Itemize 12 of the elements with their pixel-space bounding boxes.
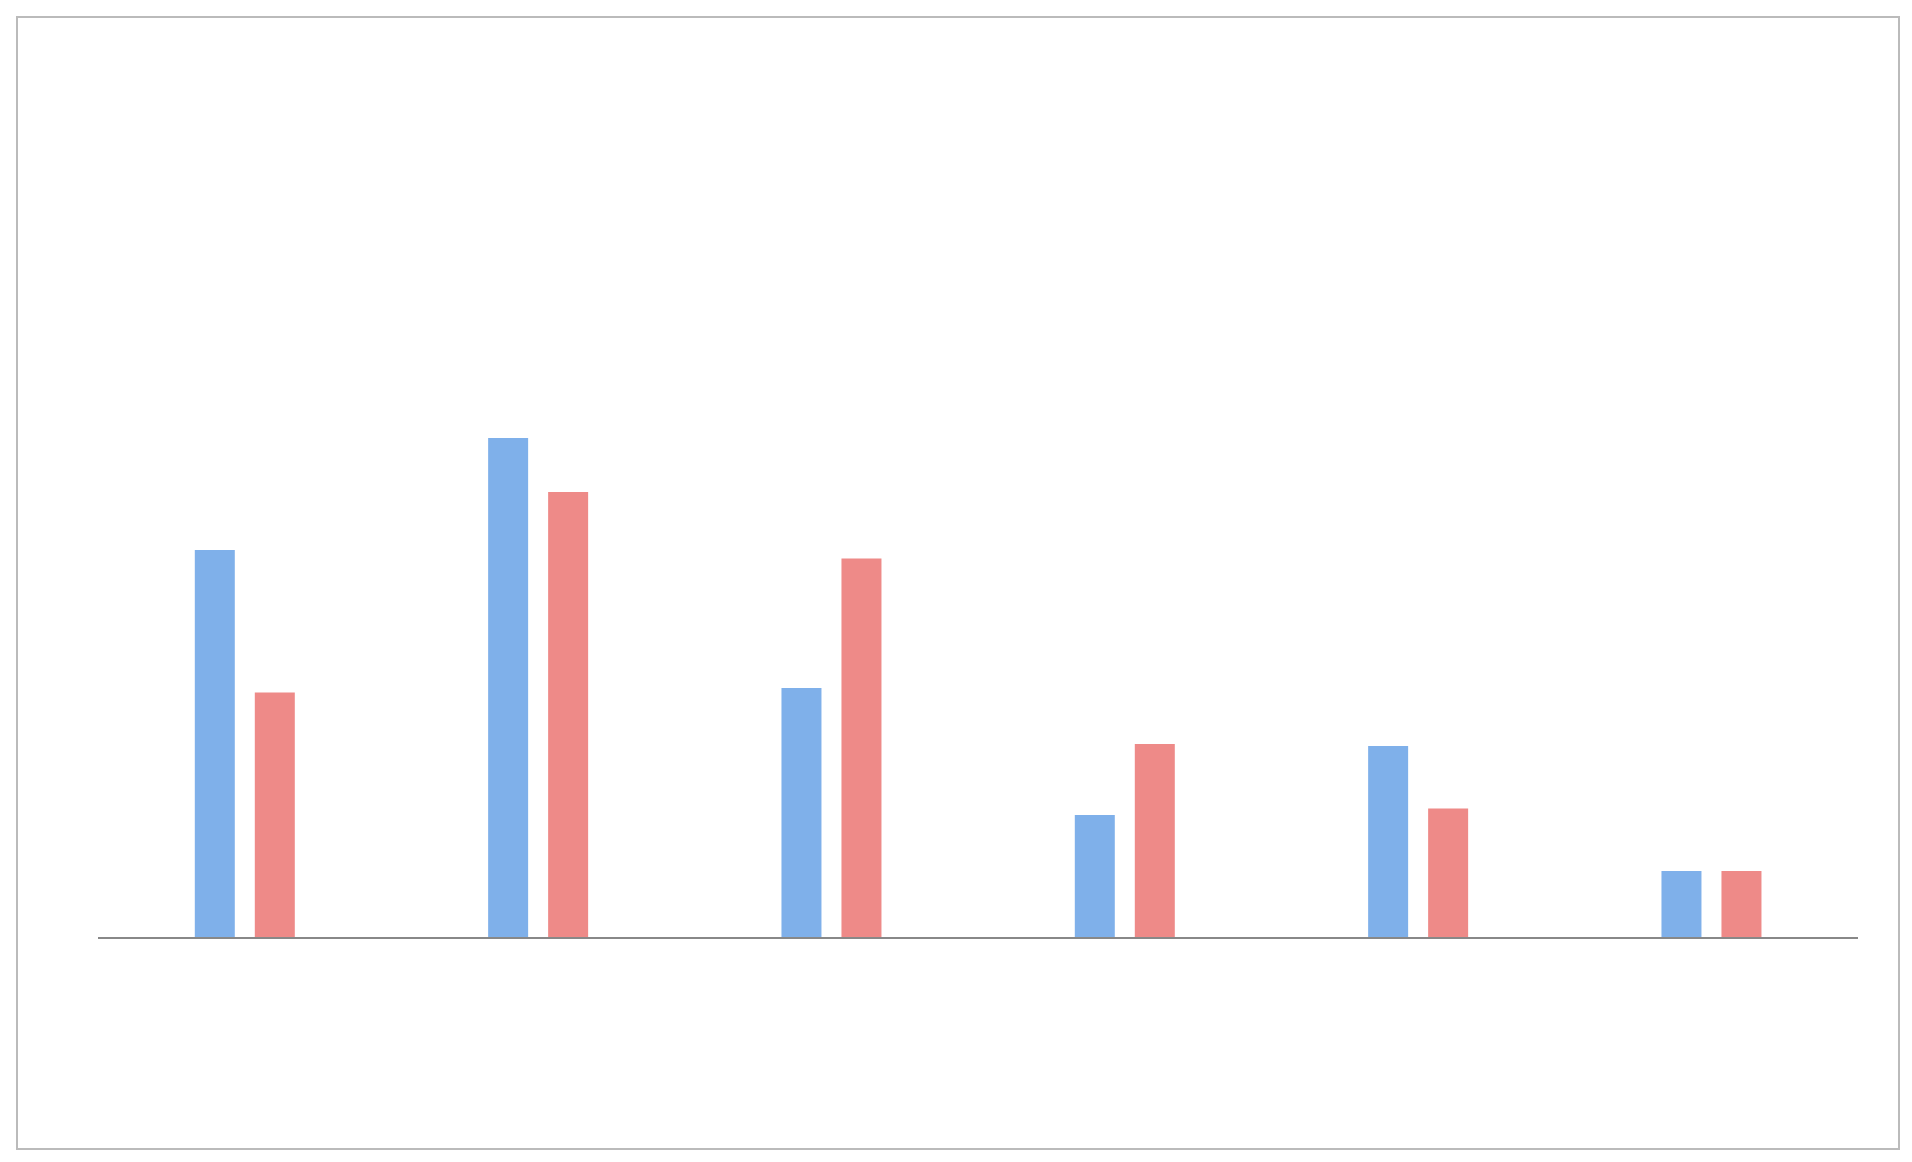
- bar: [781, 688, 822, 938]
- bar: [548, 492, 589, 938]
- bar: [841, 558, 882, 938]
- bar: [254, 692, 295, 938]
- bar: [1661, 871, 1702, 938]
- bar: [1368, 746, 1409, 938]
- bar: [488, 438, 529, 938]
- bar: [194, 550, 235, 938]
- bar: [1721, 871, 1762, 938]
- bar: [1074, 815, 1115, 938]
- bar: [1134, 744, 1175, 938]
- bar: [1428, 808, 1469, 938]
